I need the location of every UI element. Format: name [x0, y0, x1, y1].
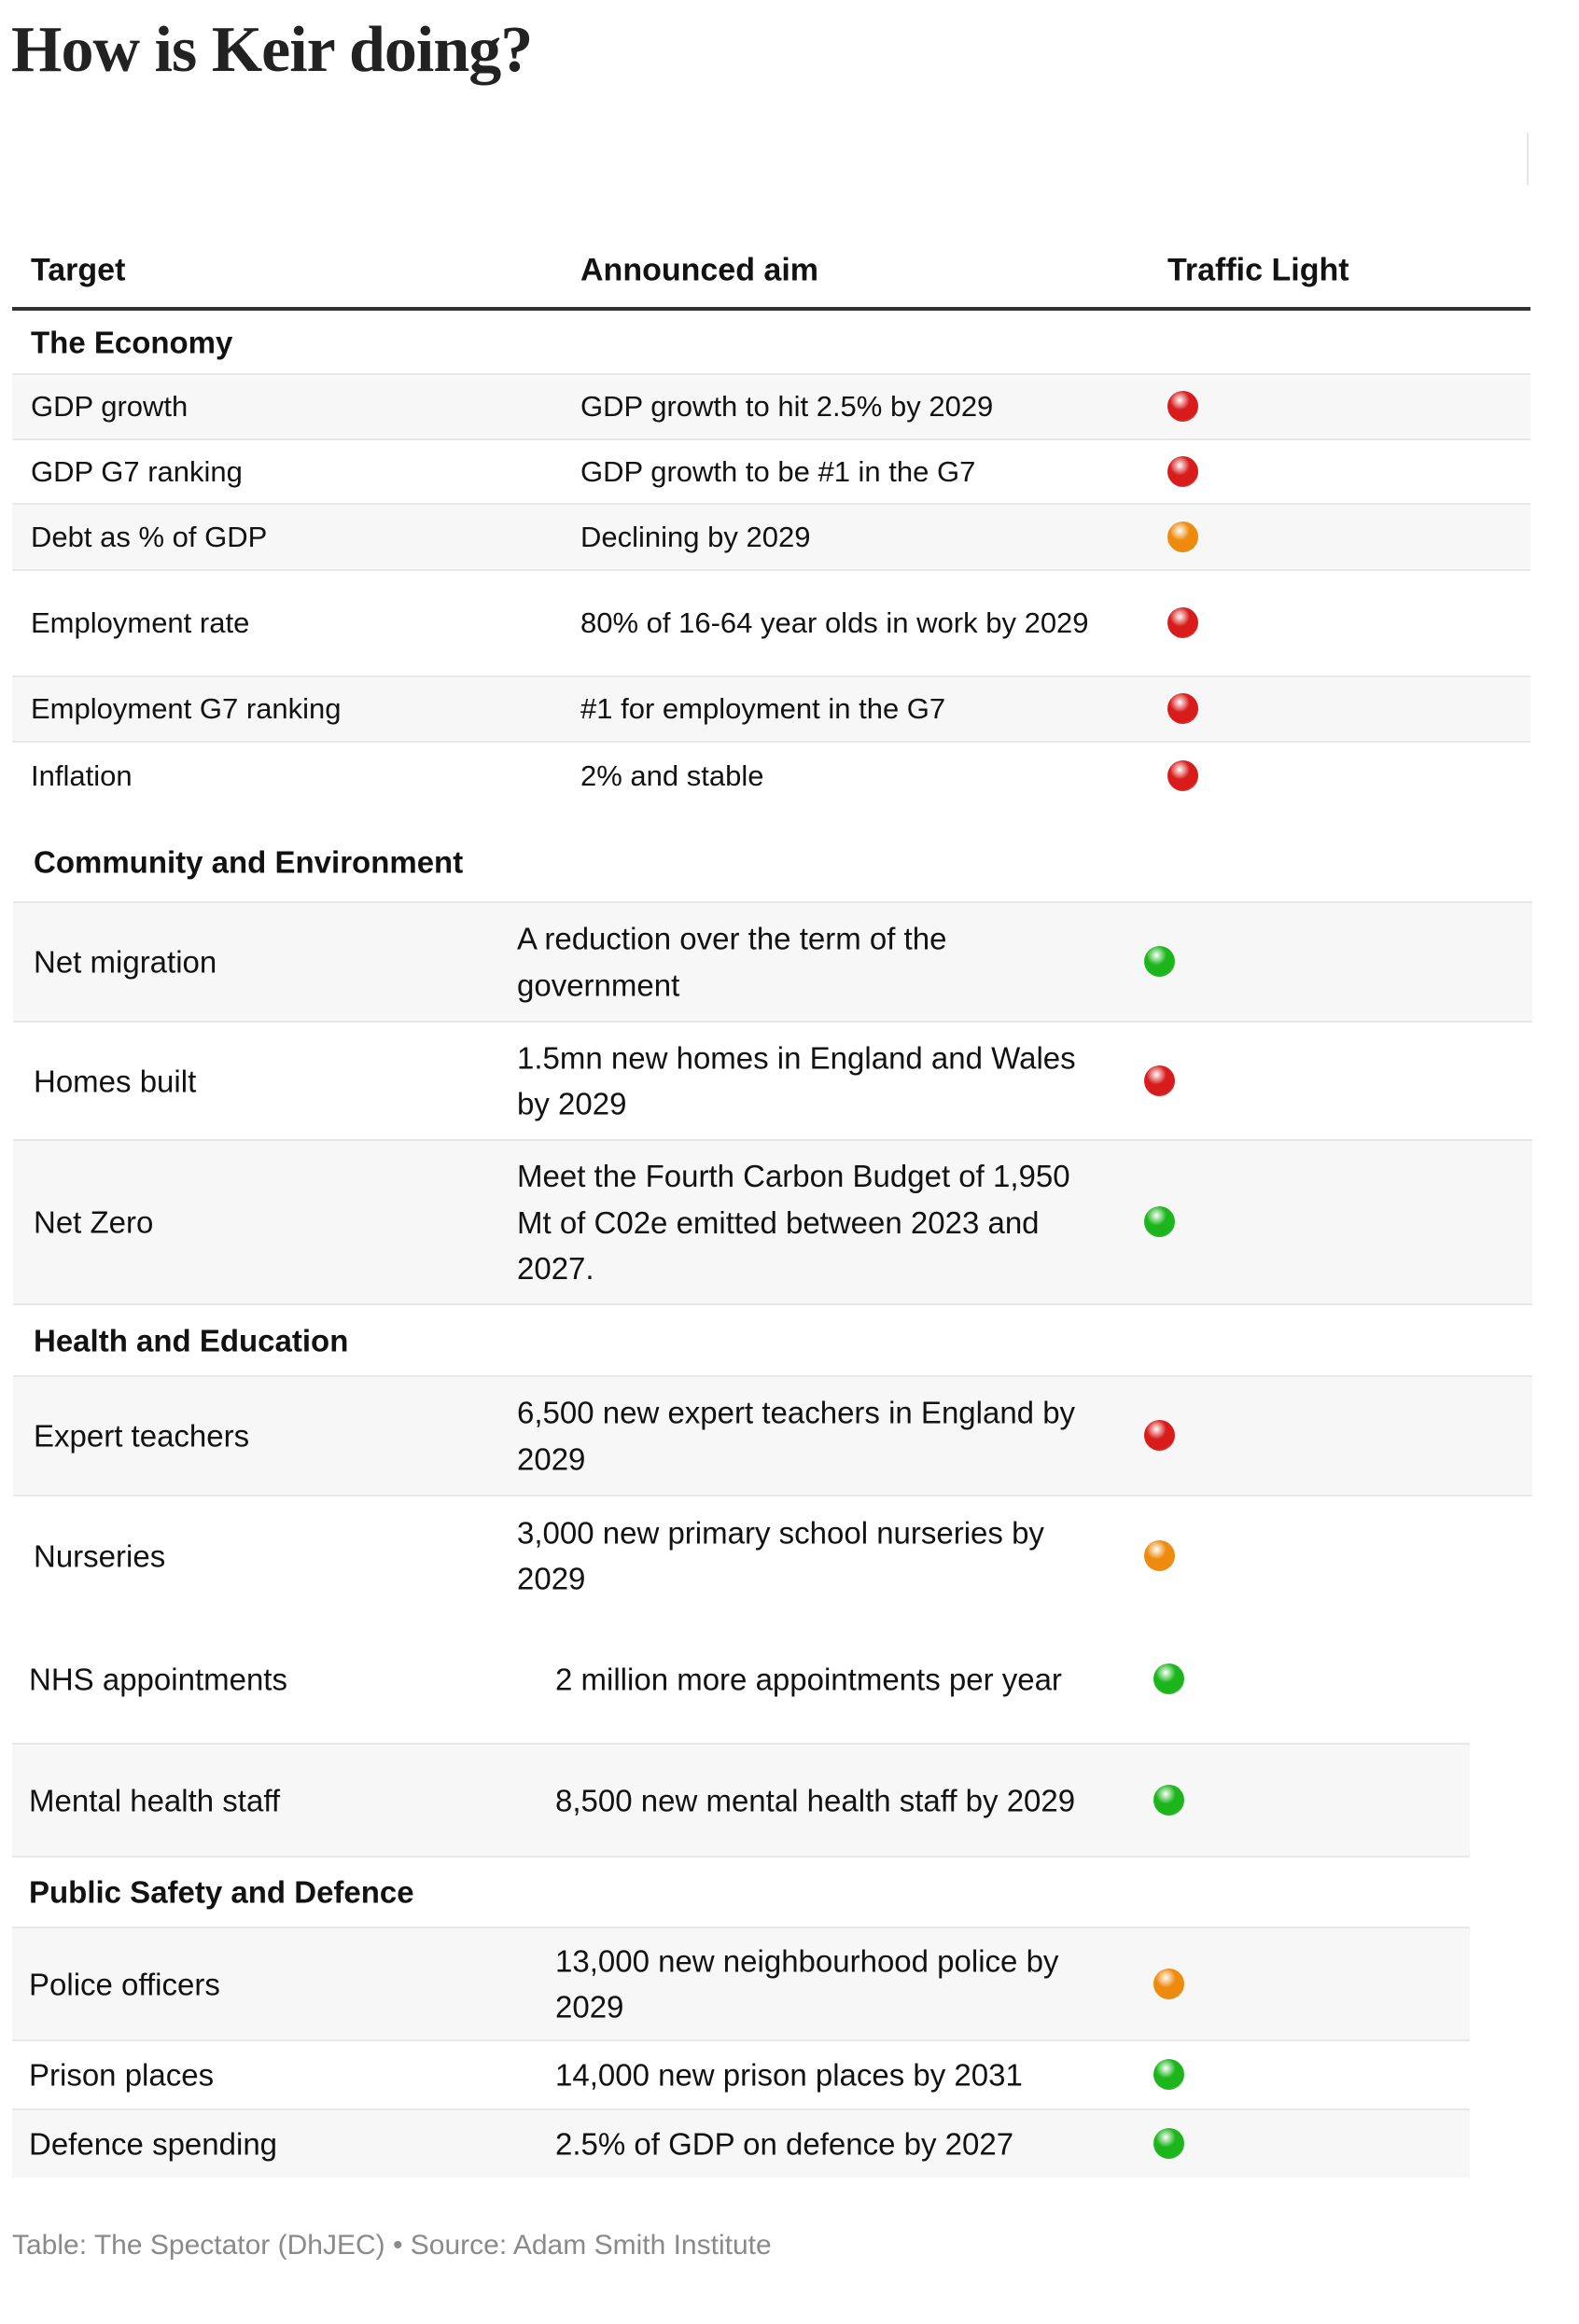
table-row: NHS appointments 2 million more appointme…: [12, 1615, 1470, 1745]
traffic-light-green-icon: [1144, 946, 1175, 977]
aim-cell: Meet the Fourth Carbon Budget of 1,950 M…: [517, 1158, 1070, 1286]
aim-cell: 8,500 new mental health staff by 2029: [555, 1782, 1076, 1817]
section-heading-row: Public Safety and Defence: [12, 1858, 1470, 1928]
traffic-light-amber-icon: [1144, 1539, 1175, 1571]
table-row: Net migration A reduction over the term o…: [13, 903, 1532, 1023]
table-row: GDP growth GDP growth to hit 2.5% by 2029: [12, 375, 1530, 440]
aim-cell: 2% and stable: [580, 758, 764, 792]
target-cell: Debt as % of GDP: [31, 520, 268, 553]
target-cell: GDP growth: [31, 389, 189, 423]
aim-cell: 2.5% of GDP on defence by 2027: [555, 2126, 1014, 2162]
divider: [1527, 132, 1529, 185]
column-header-aim: Announced aim: [580, 252, 819, 287]
table-row: Employment rate 80% of 16-64 year olds in…: [12, 571, 1530, 677]
table-row: Homes built 1.5mn new homes in England an…: [13, 1023, 1532, 1141]
target-cell: Defence spending: [29, 2126, 278, 2162]
aim-cell: 2 million more appointments per year: [555, 1661, 1062, 1696]
aim-cell: #1 for employment in the G7: [580, 691, 946, 725]
target-cell: Inflation: [31, 758, 133, 792]
aim-cell: 14,000 new prison places by 2031: [555, 2057, 1023, 2093]
traffic-light-green-icon: [1144, 1206, 1175, 1237]
aim-cell: 80% of 16-64 year olds in work by 2029: [580, 605, 1089, 639]
section-heading: Health and Education: [34, 1322, 349, 1357]
table-row: GDP G7 ranking GDP growth to be #1 in the…: [12, 440, 1530, 505]
traffic-light-green-icon: [1153, 1663, 1184, 1694]
aim-cell: GDP growth to be #1 in the G7: [580, 454, 976, 488]
section-heading: Public Safety and Defence: [29, 1874, 414, 1910]
table-source-footer: Table: The Spectator (DhJEC) • Source: A…: [12, 2230, 772, 2261]
target-cell: Expert teachers: [34, 1418, 250, 1454]
table-row: Net Zero Meet the Fourth Carbon Budget of…: [13, 1141, 1532, 1305]
aim-cell: GDP growth to hit 2.5% by 2029: [580, 389, 994, 423]
traffic-light-green-icon: [1153, 2128, 1184, 2159]
target-cell: GDP G7 ranking: [31, 454, 243, 488]
table-row: Nurseries 3,000 new primary school nurser…: [13, 1496, 1532, 1615]
traffic-light-red-icon: [1167, 391, 1198, 422]
traffic-light-red-icon: [1144, 1065, 1175, 1096]
section-heading: Community and Environment: [34, 843, 464, 879]
section-heading-row: Health and Education: [13, 1305, 1532, 1377]
traffic-light-green-icon: [1153, 1784, 1184, 1816]
aim-cell: 13,000 new neighbourhood police by 2029: [555, 1943, 1059, 2025]
table-row: Debt as % of GDP Declining by 2029: [12, 505, 1530, 571]
target-cell: Mental health staff: [29, 1782, 281, 1817]
traffic-light-amber-icon: [1167, 521, 1198, 552]
target-cell: NHS appointments: [29, 1661, 287, 1696]
table-header-row: Target Announced aim Traffic Light: [12, 233, 1530, 311]
traffic-light-red-icon: [1144, 1420, 1175, 1451]
table-row: Defence spending 2.5% of GDP on defence b…: [12, 2110, 1470, 2178]
traffic-light-red-icon: [1167, 759, 1198, 791]
table-row: Employment G7 ranking #1 for employment i…: [12, 677, 1530, 743]
target-cell: Employment G7 ranking: [31, 691, 342, 725]
table-row: Expert teachers 6,500 new expert teachers…: [13, 1377, 1532, 1496]
target-cell: Employment rate: [31, 605, 250, 639]
column-header-light: Traffic Light: [1167, 252, 1349, 287]
table-block: Community and Environment Net migration A …: [13, 0, 1532, 2324]
section-heading-row: Community and Environment: [13, 822, 1532, 903]
target-cell: Police officers: [29, 1966, 220, 2001]
table-block: Target Announced aim Traffic Light The Econ…: [12, 0, 1530, 2324]
page-title: How is Keir doing?: [11, 14, 533, 86]
aim-cell: 6,500 new expert teachers in England by …: [517, 1395, 1076, 1477]
section-heading-row: The Economy: [12, 311, 1530, 375]
target-cell: Homes built: [34, 1063, 197, 1098]
traffic-light-amber-icon: [1153, 1968, 1184, 1999]
aim-cell: A reduction over the term of the governm…: [517, 921, 947, 1003]
table-block: NHS appointments 2 million more appointme…: [12, 0, 1470, 2324]
target-cell: Net migration: [34, 944, 217, 980]
column-header-target: Target: [31, 252, 126, 287]
traffic-light-green-icon: [1153, 2059, 1184, 2090]
table-row: Inflation 2% and stable: [12, 743, 1530, 809]
traffic-light-red-icon: [1167, 455, 1198, 487]
table-row: Police officers 13,000 new neighbourhood …: [12, 1928, 1470, 2041]
section-heading: The Economy: [31, 324, 233, 359]
traffic-light-red-icon: [1167, 693, 1198, 724]
aim-cell: 3,000 new primary school nurseries by 20…: [517, 1515, 1044, 1596]
table-row: Mental health staff 8,500 new mental heal…: [12, 1745, 1470, 1858]
table-row: Prison places 14,000 new prison places by…: [12, 2041, 1470, 2110]
traffic-light-red-icon: [1167, 607, 1198, 638]
target-cell: Nurseries: [34, 1538, 166, 1573]
aim-cell: 1.5mn new homes in England and Wales by …: [517, 1040, 1076, 1121]
aim-cell: Declining by 2029: [580, 520, 811, 553]
target-cell: Net Zero: [34, 1204, 154, 1240]
target-cell: Prison places: [29, 2057, 215, 2093]
